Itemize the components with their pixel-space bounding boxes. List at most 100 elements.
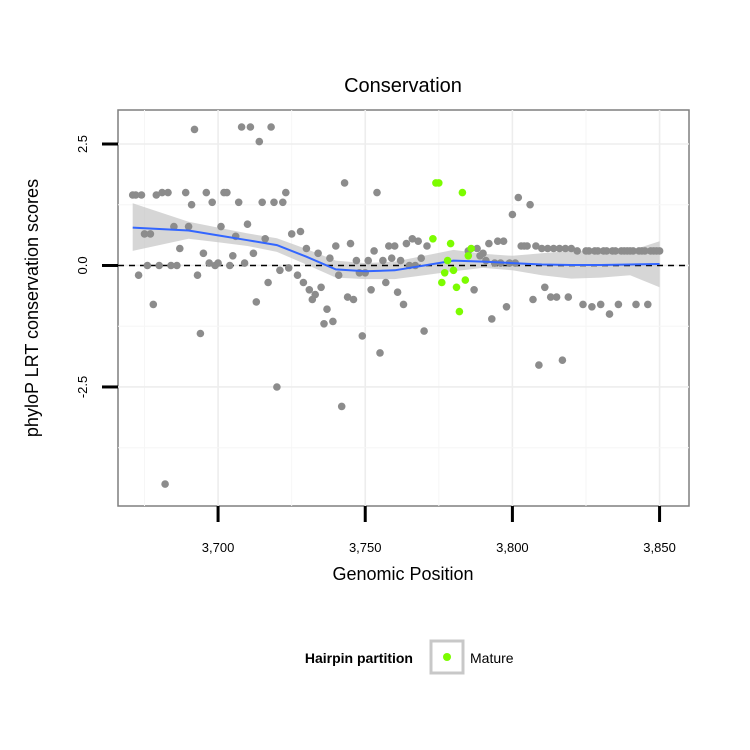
data-point bbox=[146, 230, 155, 238]
data-point bbox=[270, 198, 278, 207]
data-point bbox=[326, 254, 334, 262]
legend-key-mature-dot bbox=[443, 653, 451, 661]
data-point bbox=[273, 383, 281, 391]
data-point bbox=[190, 125, 199, 134]
data-point bbox=[134, 271, 143, 280]
data-point bbox=[202, 188, 211, 197]
data-point bbox=[149, 300, 158, 309]
x-tick-label: 3,750 bbox=[349, 540, 382, 555]
data-point bbox=[567, 244, 576, 253]
data-point bbox=[346, 239, 355, 248]
x-tick-label: 3,800 bbox=[496, 540, 529, 555]
data-point bbox=[420, 327, 428, 335]
data-point bbox=[302, 244, 311, 253]
data-point bbox=[343, 293, 352, 301]
data-point bbox=[155, 261, 163, 270]
data-point bbox=[267, 123, 275, 131]
data-point bbox=[382, 278, 390, 287]
data-point bbox=[535, 361, 543, 369]
data-point bbox=[429, 235, 437, 243]
data-point bbox=[334, 271, 343, 280]
smooth-line bbox=[132, 226, 660, 273]
data-point bbox=[602, 247, 611, 255]
data-point bbox=[541, 283, 549, 292]
data-point bbox=[373, 188, 381, 197]
data-point bbox=[279, 198, 287, 207]
data-point bbox=[588, 303, 596, 311]
data-point bbox=[370, 247, 378, 255]
data-point bbox=[499, 237, 508, 245]
confidence-band bbox=[132, 203, 660, 288]
data-point bbox=[320, 320, 328, 328]
data-point bbox=[558, 356, 567, 365]
data-point bbox=[543, 244, 552, 253]
data-point bbox=[131, 191, 140, 199]
data-point bbox=[564, 293, 573, 301]
data-point bbox=[234, 198, 243, 207]
data-point bbox=[143, 261, 152, 270]
data-point bbox=[358, 332, 367, 340]
data-point bbox=[390, 242, 399, 250]
data-point bbox=[402, 239, 411, 248]
data-point bbox=[485, 239, 493, 248]
data-point bbox=[199, 249, 208, 258]
data-point bbox=[461, 276, 470, 284]
data-point bbox=[449, 266, 458, 275]
data-point bbox=[493, 237, 502, 245]
chart-title: Conservation bbox=[344, 75, 462, 97]
data-point bbox=[438, 278, 446, 287]
data-point bbox=[573, 247, 581, 255]
data-point bbox=[293, 271, 302, 280]
data-point bbox=[482, 256, 490, 265]
y-axis-label: phyloP LRT conservation scores bbox=[22, 179, 42, 437]
x-tick-label: 3,850 bbox=[643, 540, 676, 555]
y-axis: -2.5 0.0 2.5 bbox=[75, 135, 118, 398]
data-point bbox=[340, 179, 349, 187]
data-point bbox=[287, 230, 296, 238]
data-point bbox=[629, 247, 637, 255]
data-point bbox=[452, 283, 461, 292]
data-point bbox=[435, 179, 443, 187]
data-point bbox=[579, 300, 587, 309]
data-point bbox=[323, 305, 331, 314]
data-point bbox=[243, 220, 252, 228]
data-point bbox=[193, 271, 202, 280]
data-point bbox=[276, 266, 284, 275]
data-point bbox=[594, 247, 602, 255]
data-point bbox=[596, 300, 605, 309]
points-mature bbox=[429, 179, 476, 316]
data-point bbox=[502, 303, 511, 311]
data-point bbox=[555, 244, 564, 253]
data-point bbox=[208, 198, 216, 207]
data-point bbox=[529, 295, 537, 304]
data-point bbox=[641, 247, 649, 255]
data-point bbox=[226, 261, 234, 270]
data-point bbox=[196, 329, 205, 338]
data-point bbox=[237, 123, 246, 131]
data-point bbox=[561, 244, 570, 253]
grid-lines bbox=[118, 110, 689, 506]
data-point bbox=[249, 249, 258, 258]
data-point bbox=[246, 123, 255, 131]
data-point bbox=[605, 310, 614, 318]
data-point bbox=[399, 300, 408, 309]
data-point bbox=[488, 315, 496, 323]
data-point bbox=[264, 278, 272, 287]
y-tick-label: -2.5 bbox=[75, 376, 90, 398]
data-point bbox=[393, 288, 402, 297]
data-point bbox=[167, 261, 175, 270]
smooth-curve bbox=[132, 226, 660, 273]
data-point bbox=[376, 349, 384, 357]
data-point bbox=[187, 200, 196, 209]
data-point bbox=[440, 269, 449, 277]
data-point bbox=[552, 293, 561, 301]
data-point bbox=[299, 278, 308, 287]
data-point bbox=[508, 210, 517, 219]
data-point bbox=[367, 286, 375, 294]
confidence-band-area bbox=[132, 203, 660, 288]
data-point bbox=[458, 188, 467, 197]
data-point bbox=[464, 252, 473, 260]
data-point bbox=[408, 235, 417, 243]
data-point bbox=[655, 247, 664, 255]
